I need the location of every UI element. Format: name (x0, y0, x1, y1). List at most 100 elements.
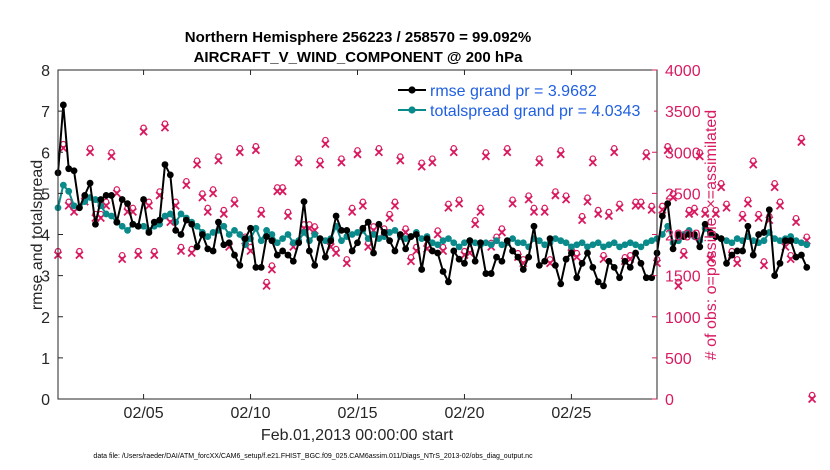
totalspread-point (279, 235, 287, 243)
obs-assimilated-marker (594, 209, 603, 219)
rmse-point (621, 257, 629, 265)
obs-assimilated-marker (187, 248, 196, 258)
obs-assimilated-marker (743, 199, 753, 208)
obs-assimilated-marker (706, 255, 715, 264)
obs-assimilated-marker (160, 123, 170, 132)
rmse-point (642, 274, 650, 282)
rmse-point (92, 220, 99, 228)
totalspread-point (124, 226, 131, 234)
rmse-point (755, 231, 763, 238)
rmse-point (445, 278, 452, 286)
rmse-point (295, 239, 303, 247)
obs-possible-marker (418, 159, 425, 166)
obs-possible-marker (231, 196, 238, 203)
y-tick-label: 6 (41, 145, 50, 162)
obs-possible-marker (675, 278, 682, 286)
rmse-point (573, 274, 581, 282)
totalspread-point (514, 239, 522, 247)
obs-assimilated-marker (503, 148, 512, 157)
totalspread-point (487, 241, 495, 249)
totalspread-point (386, 229, 393, 236)
obs-possible-marker (616, 200, 623, 207)
totalspread-point (632, 241, 640, 249)
totalspread-point (471, 239, 479, 247)
obs-possible-marker (637, 198, 645, 205)
rmse-point (578, 259, 586, 267)
obs-possible-marker (750, 157, 757, 164)
obs-assimilated-marker (348, 207, 357, 217)
rmse-point (461, 259, 468, 267)
obs-possible-marker (691, 204, 698, 212)
totalspread-point (418, 235, 426, 243)
rmse-point (204, 245, 212, 253)
obs-possible-marker (193, 157, 201, 164)
totalspread-point (792, 237, 800, 245)
obs-assimilated-marker (342, 259, 351, 268)
obs-assimilated-marker (364, 242, 373, 251)
rmse-point (616, 274, 623, 282)
obs-assimilated-marker (775, 201, 785, 210)
rmse-point (273, 251, 281, 259)
y2-tick-label: 2000 (665, 228, 701, 245)
obs-assimilated-marker (540, 207, 549, 217)
totalspread-point (300, 229, 308, 236)
totalspread-point (626, 239, 634, 247)
obs-assimilated-marker (107, 152, 116, 161)
totalspread-point (348, 231, 356, 238)
rmse-point (434, 249, 442, 257)
y-tick-label: 0 (41, 392, 50, 409)
totalspread-point (509, 235, 516, 243)
obs-assimilated-marker (166, 218, 175, 227)
obs-possible-marker (386, 210, 393, 218)
y2-tick-label: 1500 (665, 269, 701, 286)
obs-possible-marker (605, 208, 613, 216)
rmse-point (471, 257, 479, 265)
obs-possible-marker (792, 214, 800, 222)
obs-possible-marker (771, 180, 778, 187)
obs-possible-marker (332, 245, 340, 253)
obs-possible-marker (803, 233, 810, 240)
totalspread-point (482, 239, 490, 247)
obs-possible-marker (471, 217, 479, 224)
obs-possible-marker (717, 180, 725, 187)
rmse-point (691, 231, 698, 238)
obs-possible-marker (755, 210, 762, 218)
rmse-point (289, 257, 297, 265)
rmse-point (717, 235, 725, 243)
rmse-point (108, 192, 115, 199)
obs-assimilated-marker (406, 257, 416, 266)
obs-possible-marker (118, 251, 126, 259)
totalspread-point (551, 235, 559, 243)
obs-assimilated-marker (374, 148, 384, 157)
rmse-point (386, 237, 393, 245)
obs-possible-marker (348, 204, 356, 212)
rmse-point (551, 261, 559, 269)
obs-assimilated-marker (476, 207, 485, 217)
obs-assimilated-marker (230, 199, 239, 208)
y-tick-label: 1 (41, 351, 50, 368)
rmse-point (375, 220, 383, 228)
rmse-point (509, 247, 516, 255)
rmse-point (102, 192, 110, 199)
totalspread-point (733, 235, 741, 243)
obs-assimilated-marker (636, 201, 646, 210)
rmse-point (541, 257, 549, 265)
rmse-point (439, 268, 447, 275)
totalspread-point (161, 212, 169, 220)
rmse-point (75, 204, 83, 212)
obs-assimilated-marker (75, 250, 84, 260)
obs-possible-marker (504, 145, 511, 152)
rmse-point (428, 247, 436, 255)
rmse-point (658, 212, 666, 220)
rmse-point (370, 249, 377, 257)
rmse-point (305, 247, 313, 255)
obs-possible-marker (525, 192, 532, 199)
rmse-point (749, 251, 757, 259)
totalspread-point (803, 241, 811, 249)
obs-possible-marker (541, 204, 548, 212)
rmse-point (610, 264, 618, 271)
obs-possible-marker (113, 186, 121, 193)
rmse-point (707, 229, 714, 236)
totalspread-point (70, 202, 78, 210)
rmse-point (637, 259, 645, 267)
